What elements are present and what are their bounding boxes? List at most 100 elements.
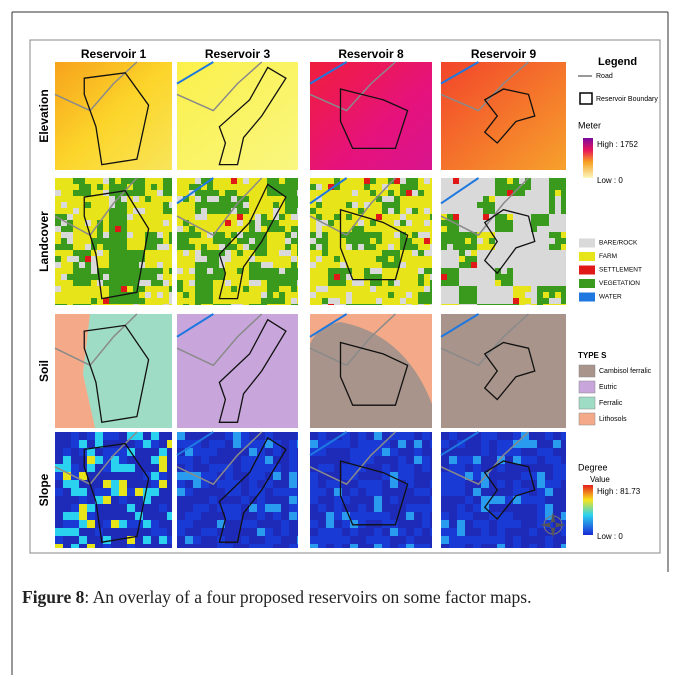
landcover-pixel xyxy=(322,214,328,220)
landcover-pixel xyxy=(358,304,364,305)
slope-pixel xyxy=(273,472,281,480)
landcover-pixel xyxy=(382,196,388,202)
landcover-pixel xyxy=(441,292,447,298)
slope-pixel xyxy=(87,504,95,512)
landcover-pixel xyxy=(157,268,163,274)
elevation-ramp xyxy=(583,138,593,178)
landcover-pixel xyxy=(346,292,352,298)
slope-pixel xyxy=(390,536,398,544)
landcover-pixel xyxy=(418,274,424,280)
landcover-pixel xyxy=(91,280,97,286)
landcover-pixel xyxy=(195,202,201,208)
landcover-pixel xyxy=(177,262,183,268)
landcover-pixel xyxy=(322,304,328,305)
slope-pixel xyxy=(127,464,135,472)
slope-pixel xyxy=(390,504,398,512)
landcover-pixel xyxy=(291,274,297,280)
landcover-pixel xyxy=(207,298,213,304)
landcover-pixel xyxy=(61,274,67,280)
slope-pixel xyxy=(265,520,273,528)
landcover-pixel xyxy=(388,196,394,202)
landcover-pixel xyxy=(519,292,525,298)
landcover-pixel xyxy=(352,232,358,238)
slope-pixel xyxy=(111,464,119,472)
landcover-pixel xyxy=(85,304,91,305)
landcover-pixel xyxy=(555,232,561,238)
landcover-pixel xyxy=(322,184,328,190)
slope-pixel xyxy=(127,472,135,480)
landcover-pixel xyxy=(477,244,483,250)
landcover-pixel xyxy=(55,232,61,238)
slope-pixel xyxy=(193,456,201,464)
slope-pixel xyxy=(249,472,257,480)
landcover-pixel xyxy=(316,274,322,280)
slope-pixel xyxy=(95,448,103,456)
legend-text: Meter xyxy=(578,120,601,130)
slope-pixel xyxy=(342,536,350,544)
slope-pixel xyxy=(457,536,465,544)
landcover-pixel xyxy=(322,244,328,250)
slope-pixel xyxy=(95,488,103,496)
landcover-pixel xyxy=(151,304,157,305)
landcover-pixel xyxy=(388,190,394,196)
landcover-pixel xyxy=(67,232,73,238)
slope-pixel xyxy=(273,520,281,528)
landcover-pixel xyxy=(85,298,91,304)
landcover-pixel xyxy=(346,220,352,226)
landcover-pixel xyxy=(507,226,513,232)
landcover-pixel xyxy=(495,190,501,196)
legend-text: High : 1752 xyxy=(597,140,638,149)
slope-pixel xyxy=(225,528,233,536)
landcover-pixel xyxy=(213,304,219,305)
landcover-pixel xyxy=(285,214,291,220)
landcover-pixel xyxy=(489,268,495,274)
landcover-pixel xyxy=(267,202,273,208)
landcover-pixel xyxy=(91,202,97,208)
landcover-pixel xyxy=(55,226,61,232)
landcover-pixel xyxy=(346,304,352,305)
landcover-pixel xyxy=(133,244,139,250)
slope-pixel xyxy=(193,464,201,472)
landcover-pixel xyxy=(424,214,430,220)
slope-pixel xyxy=(127,488,135,496)
landcover-pixel xyxy=(207,262,213,268)
landcover-pixel xyxy=(267,208,273,214)
landcover-pixel xyxy=(91,196,97,202)
landcover-pixel xyxy=(346,184,352,190)
landcover-pixel xyxy=(340,304,346,305)
landcover-pixel xyxy=(225,232,231,238)
slope-pixel xyxy=(390,496,398,504)
slope-pixel xyxy=(297,488,298,496)
landcover-pixel xyxy=(133,256,139,262)
landcover-pixel xyxy=(273,202,279,208)
landcover-pixel xyxy=(103,250,109,256)
landcover-pixel xyxy=(561,232,566,238)
landcover-pixel xyxy=(537,214,543,220)
landcover-pixel xyxy=(291,238,297,244)
slope-pixel xyxy=(201,440,209,448)
landcover-pixel xyxy=(163,184,169,190)
landcover-pixel xyxy=(507,274,513,280)
landcover-pixel xyxy=(231,280,237,286)
landcover-pixel xyxy=(310,178,316,184)
slope-pixel xyxy=(265,488,273,496)
slope-pixel xyxy=(63,520,71,528)
slope-pixel xyxy=(135,472,143,480)
landcover-pixel xyxy=(561,178,566,184)
slope-pixel xyxy=(529,528,537,536)
landcover-pixel xyxy=(334,214,340,220)
landcover-pixel xyxy=(133,274,139,280)
slope-pixel xyxy=(193,504,201,512)
landcover-pixel xyxy=(519,238,525,244)
landcover-pixel xyxy=(310,292,316,298)
slope-pixel xyxy=(422,496,430,504)
landcover-pixel xyxy=(430,250,432,256)
landcover-pixel xyxy=(231,256,237,262)
slope-pixel xyxy=(249,536,257,544)
landcover-pixel xyxy=(483,208,489,214)
landcover-pixel xyxy=(133,298,139,304)
slope-pixel xyxy=(265,536,273,544)
slope-pixel xyxy=(358,440,366,448)
legend-text: Ferralic xyxy=(599,400,623,407)
landcover-pixel xyxy=(519,220,525,226)
